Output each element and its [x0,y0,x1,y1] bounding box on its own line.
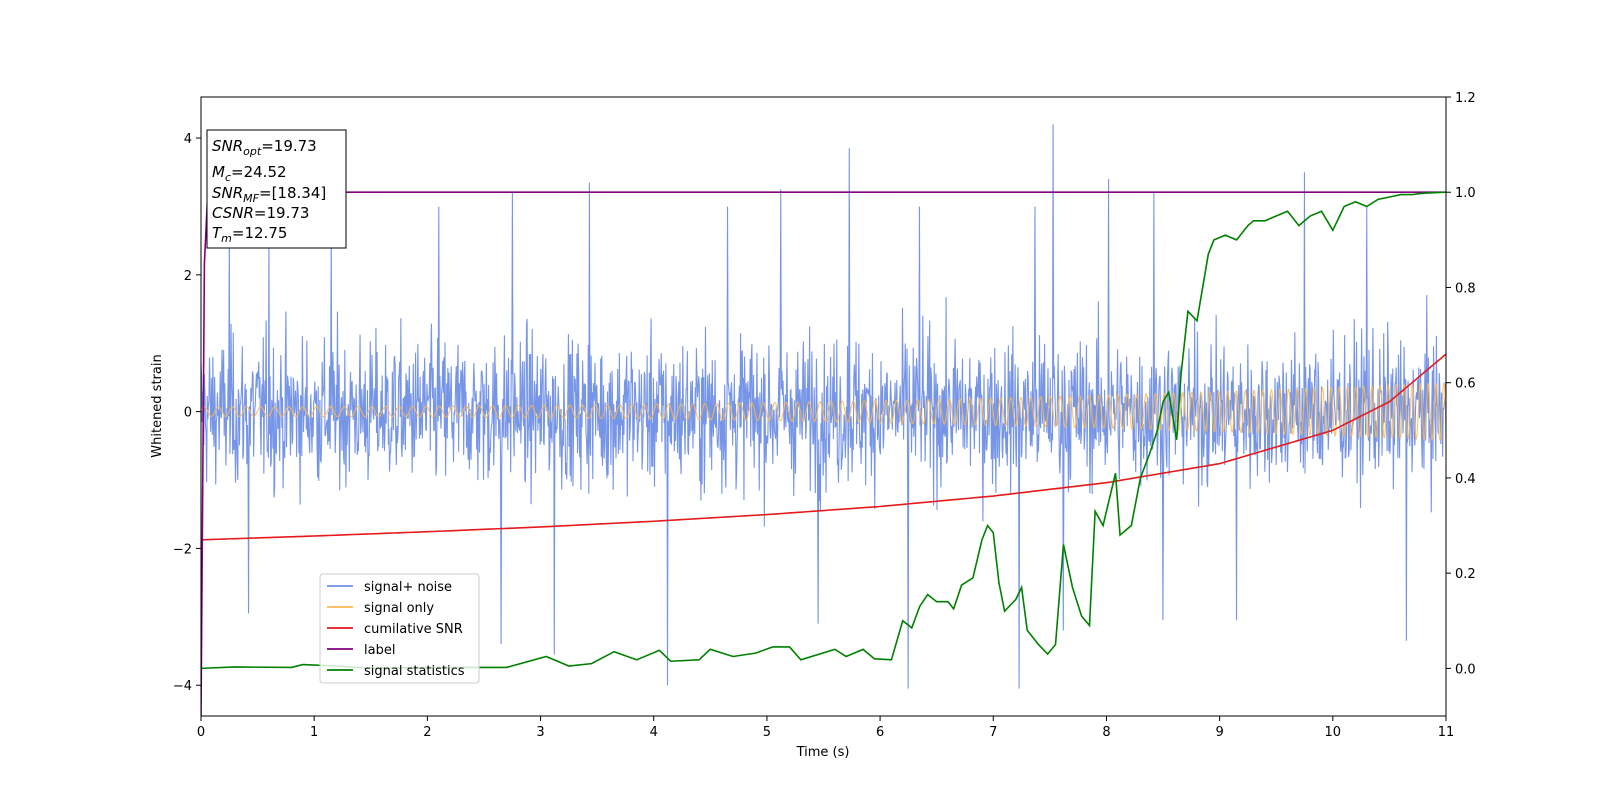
info-subscript: MF [243,192,259,205]
x-tick-label: 9 [1215,725,1223,740]
y-right-tick-label: 0.0 [1455,662,1476,677]
info-subscript: opt [243,145,262,158]
info-symbol: CSNR [212,204,254,222]
y-left-tick-label: −2 [173,542,192,557]
info-box-line: SNRopt=19.73 [212,137,317,158]
info-value: =24.52 [231,163,287,181]
info-box-line: Tm=12.75 [212,224,287,245]
info-value: =12.75 [232,224,288,242]
info-value: =19.73 [261,137,317,155]
info-box-line: SNRMF=[18.34] [212,184,326,205]
series-signal-only [201,381,1446,442]
x-axis: 0 1 2 3 4 5 6 7 8 9 10 11 [197,716,1454,740]
series-signal-statistics-line [201,191,1446,670]
info-symbol: T [212,224,223,242]
y-right-tick-label: 0.2 [1455,567,1476,582]
series-cumulative-snr-line [201,353,1446,541]
x-tick-label: 10 [1325,725,1342,740]
x-tick-label: 6 [876,725,884,740]
plot-frame [200,96,1447,717]
legend-label: signal only [364,601,434,616]
y-right-tick-label: 1.0 [1455,186,1476,201]
legend: signal+ noise signal only cumilative SNR la… [319,573,480,684]
y-left-tick-label: 2 [184,269,192,284]
info-value: =[18.34] [259,184,326,202]
y-left-tick-label: 4 [184,132,192,147]
x-tick-label: 8 [1102,725,1110,740]
series-label-line [201,191,1446,716]
info-subscript: m [221,232,232,245]
info-symbol: M [212,163,225,181]
y-left-tick-label: 0 [184,406,192,421]
y-right-tick-label: 1.2 [1455,91,1476,106]
y-right-tick-label: 0.4 [1455,472,1476,487]
x-tick-label: 1 [310,725,318,740]
series-signal-plus-noise-line [201,124,1446,689]
legend-label: signal+ noise [364,580,452,595]
right-axis-series [201,191,1446,716]
x-tick-label: 7 [989,725,997,740]
y-left-tick-label: −4 [173,679,192,694]
info-symbol: SNR [212,137,243,155]
series-signal-plus-noise [201,124,1446,689]
info-box-line: Mc=24.52 [212,163,287,184]
x-tick-label: 11 [1438,725,1455,740]
x-axis-title: Time (s) [796,745,850,760]
series-signal-only-line [201,381,1446,442]
y-axis-left: −4 −2 0 2 4 [173,132,201,694]
y-axis-title: Whitened strain [150,354,165,457]
x-tick-label: 3 [536,725,544,740]
legend-label: signal statistics [364,664,465,679]
x-tick-label: 0 [197,725,205,740]
info-symbol: SNR [212,184,243,202]
y-right-tick-label: 0.6 [1455,377,1476,392]
info-box: SNRopt=19.73Mc=24.52SNRMF=[18.34]CSNR=19… [206,129,347,249]
info-box-line: CSNR=19.73 [212,204,309,222]
y-right-tick-label: 0.8 [1455,281,1476,296]
x-tick-label: 5 [763,725,771,740]
info-box-frame [206,129,347,249]
info-subscript: c [225,171,231,184]
y-axis-right: 0.0 0.2 0.4 0.6 0.8 1.0 1.2 [1446,91,1476,677]
x-tick-label: 2 [423,725,431,740]
x-tick-label: 4 [650,725,658,740]
info-value: =19.73 [254,204,310,222]
legend-frame [319,573,480,684]
legend-label: label [364,643,395,658]
legend-label: cumilative SNR [364,622,463,637]
